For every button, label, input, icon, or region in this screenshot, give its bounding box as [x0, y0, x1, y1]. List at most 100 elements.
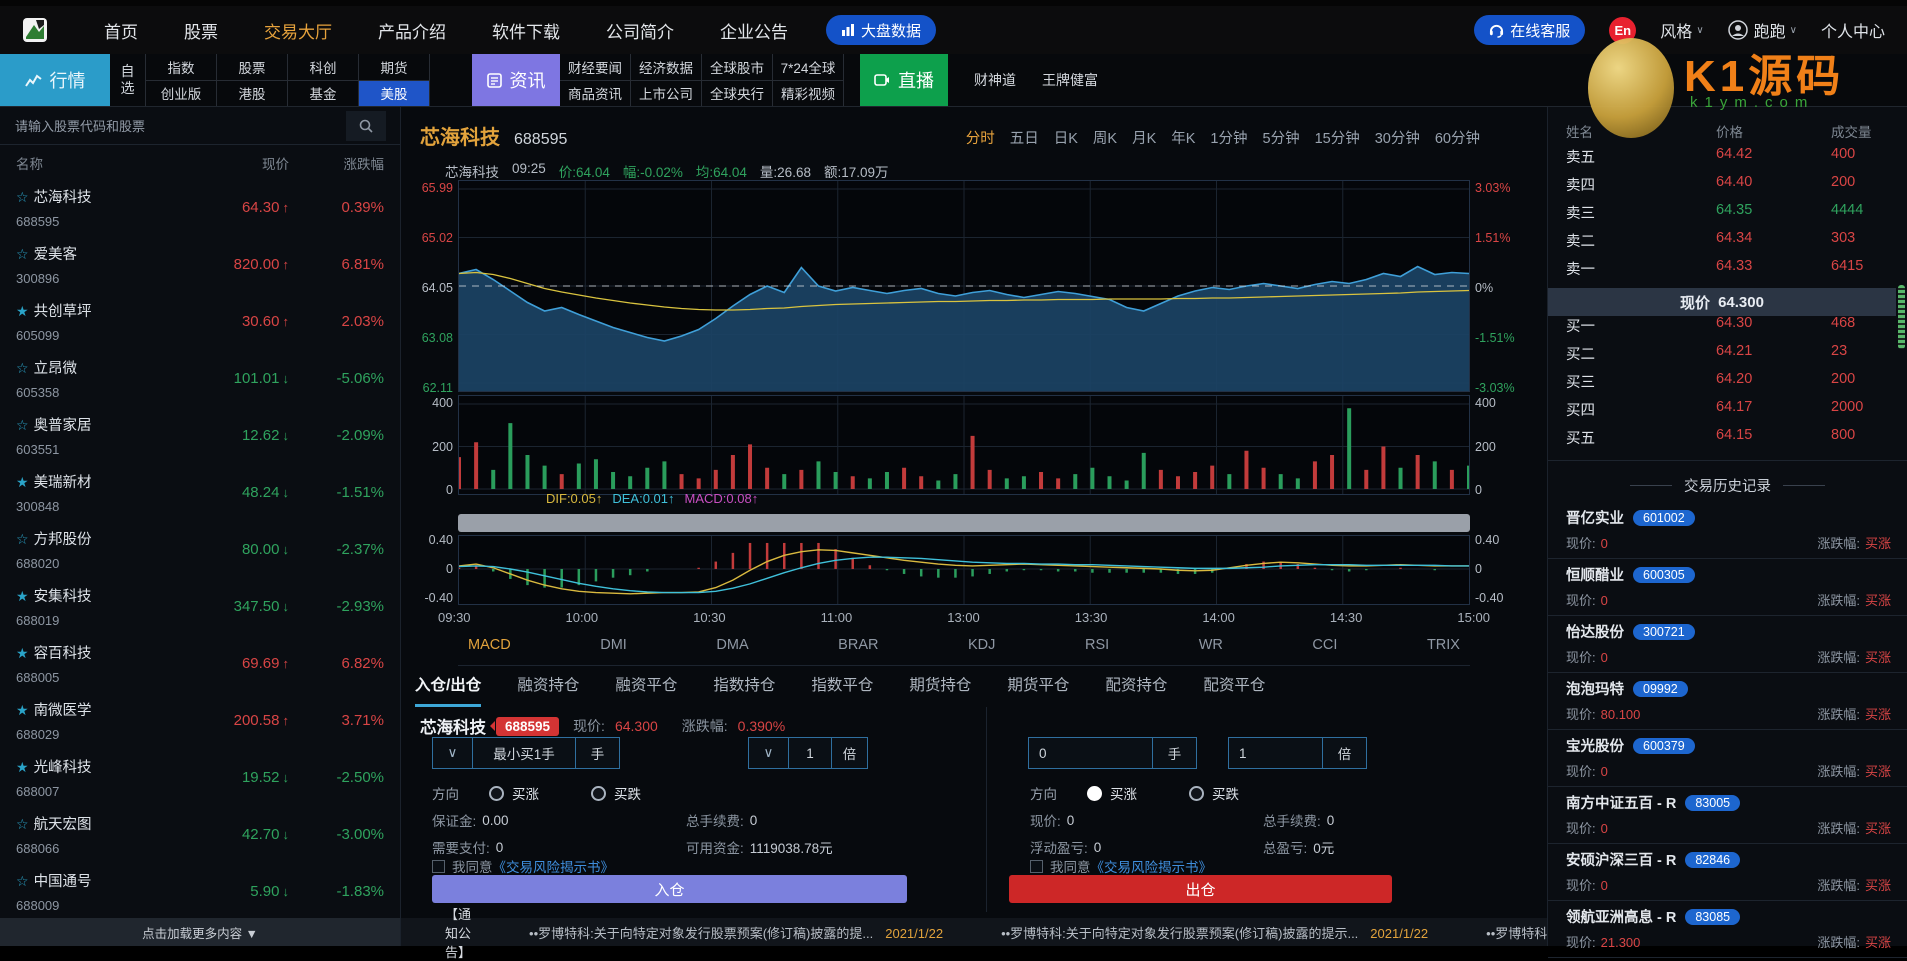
open-position-button[interactable]: 入仓	[432, 875, 907, 903]
timeframe-tab[interactable]: 年K	[1171, 131, 1196, 147]
language-toggle[interactable]: En	[1609, 16, 1637, 44]
ask-row[interactable]: 卖三 64.35 4444	[1548, 202, 1907, 230]
favorite-star-icon[interactable]: ★	[16, 645, 29, 661]
ask-row[interactable]: 卖五 64.42 400	[1548, 146, 1907, 174]
favorite-star-icon[interactable]: ☆	[16, 360, 29, 376]
trade-tab[interactable]: 指数持仓	[713, 677, 776, 694]
favorite-star-icon[interactable]: ☆	[16, 246, 29, 262]
favorite-star-icon[interactable]: ☆	[16, 417, 29, 433]
trade-tab[interactable]: 配资持仓	[1105, 677, 1168, 694]
market-tab[interactable]: 科创	[288, 54, 358, 81]
news-tab[interactable]: 经济数据	[631, 54, 701, 81]
market-tab[interactable]: 基金	[309, 87, 337, 103]
bid-row[interactable]: 买五 64.15 800	[1548, 427, 1907, 455]
stock-row[interactable]: ★ 共创草坪 605099 30.60 ↑ 2.03%	[0, 293, 400, 350]
stock-row[interactable]: ☆ 奥普家居 603551 12.62 ↓ -2.09%	[0, 407, 400, 464]
ask-row[interactable]: 卖二 64.34 303	[1548, 230, 1907, 258]
history-record[interactable]: 南方中证五百 - R 83005 现价: 0 涨跌幅: 买涨	[1548, 787, 1907, 844]
volume-pane[interactable]	[458, 395, 1470, 495]
trade-tab[interactable]: 配资平仓	[1203, 677, 1266, 694]
indicator-tab[interactable]: KDJ	[968, 637, 996, 653]
wangpai-link[interactable]: 王牌健富	[1042, 72, 1098, 88]
news-tab[interactable]: 7*24全球	[773, 54, 843, 81]
qty-input[interactable]: 最小买1手	[472, 737, 576, 769]
nav-item[interactable]: 软件下载	[492, 22, 560, 42]
stock-row[interactable]: ☆ 芯海科技 688595 64.30 ↑ 0.39%	[0, 179, 400, 236]
stock-row[interactable]: ★ 安集科技 688019 347.50 ↓ -2.93%	[0, 578, 400, 635]
indicator-tab[interactable]: WR	[1198, 637, 1223, 653]
online-service-button[interactable]: 在线客服	[1474, 15, 1586, 45]
indicator-tab[interactable]: TRIX	[1426, 637, 1460, 653]
trade-tab[interactable]: 融资持仓	[517, 677, 580, 694]
stock-row[interactable]: ☆ 中国通号 688009 5.90 ↓ -1.83%	[0, 863, 400, 920]
timeframe-tab[interactable]: 周K	[1092, 131, 1118, 147]
timeframe-tab[interactable]: 日K	[1053, 131, 1078, 147]
news-button[interactable]: 资讯	[472, 54, 560, 106]
stock-row[interactable]: ☆ 立昂微 605358 101.01 ↓ -5.06%	[0, 350, 400, 407]
quotes-button[interactable]: 行情	[0, 54, 110, 106]
market-tab[interactable]: 期货	[359, 54, 429, 81]
history-record[interactable]: 泡泡玛特 09992 现价: 80.100 涨跌幅: 买涨	[1548, 673, 1907, 730]
bid-row[interactable]: 买二 64.21 23	[1548, 343, 1907, 371]
favorite-star-icon[interactable]: ★	[16, 702, 29, 718]
personal-center-link[interactable]: 个人中心	[1820, 24, 1885, 41]
timeframe-tab[interactable]: 5分钟	[1262, 131, 1300, 147]
style-menu[interactable]: 风格 ∨	[1660, 18, 1703, 42]
stock-row[interactable]: ★ 南微医学 688029 200.58 ↑ 3.71%	[0, 692, 400, 749]
timeframe-tab[interactable]: 30分钟	[1374, 131, 1420, 147]
buy-down-radio[interactable]	[591, 785, 606, 801]
stock-row[interactable]: ★ 容百科技 688005 69.69 ↑ 6.82%	[0, 635, 400, 692]
market-tab[interactable]: 美股	[359, 80, 429, 106]
indicator-tab[interactable]: DMA	[716, 637, 749, 653]
history-record[interactable]: 晋亿实业 601002 现价: 0 涨跌幅: 买涨	[1548, 502, 1907, 559]
history-record[interactable]: 领航亚洲高息 - R 83085 现价: 21.300 涨跌幅: 买涨	[1548, 901, 1907, 958]
close-qty-input[interactable]: 0	[1028, 737, 1153, 769]
stock-row[interactable]: ★ 美瑞新材 300848 48.24 ↓ -1.51%	[0, 464, 400, 521]
stock-row[interactable]: ☆ 爱美客 300896 820.00 ↑ 6.81%	[0, 236, 400, 293]
trade-tab[interactable]: 入仓/出仓	[415, 673, 482, 707]
nav-item[interactable]: 公司简介	[606, 22, 674, 42]
panel-scrollbar[interactable]	[1898, 285, 1905, 349]
ask-row[interactable]: 卖一 64.33 6415	[1548, 258, 1907, 286]
bid-row[interactable]: 买一 64.30 468	[1548, 315, 1907, 343]
self-select-tab[interactable]: 自 选	[110, 54, 146, 106]
favorite-star-icon[interactable]: ☆	[16, 873, 29, 889]
indicator-tab[interactable]: BRAR	[838, 637, 879, 653]
news-tab[interactable]: 全球央行	[710, 87, 764, 103]
timeframe-tab[interactable]: 1分钟	[1210, 131, 1248, 147]
nav-item[interactable]: 股票	[184, 22, 218, 42]
indicator-tab[interactable]: MACD	[468, 637, 511, 653]
bid-row[interactable]: 买三 64.20 200	[1548, 371, 1907, 399]
horizontal-scrollbar[interactable]	[458, 514, 1470, 532]
close-buy-down-radio[interactable]	[1189, 785, 1204, 801]
favorite-star-icon[interactable]: ☆	[16, 531, 29, 547]
timeframe-tab[interactable]: 60分钟	[1434, 131, 1480, 147]
search-button[interactable]	[346, 111, 386, 141]
load-more-button[interactable]: 点击加载更多内容 ▼	[0, 918, 400, 946]
notice-item[interactable]: ••罗博特科:关于向特定对象发行股票预案(修订稿)披露的提示... 2021/1/…	[1001, 923, 1428, 942]
agree-checkbox[interactable]	[432, 859, 445, 873]
buy-up-radio[interactable]	[489, 785, 504, 801]
risk-agreement-link[interactable]: 《交易风险揭示书》	[492, 860, 615, 875]
price-chart-pane[interactable]	[458, 180, 1470, 392]
close-leverage-input[interactable]: 1	[1228, 737, 1323, 769]
timeframe-tab[interactable]: 15分钟	[1314, 131, 1360, 147]
favorite-star-icon[interactable]: ☆	[16, 816, 29, 832]
indicator-tab[interactable]: DMI	[600, 637, 627, 653]
close-position-button[interactable]: 出仓	[1009, 875, 1392, 903]
market-tab[interactable]: 指数	[146, 54, 216, 81]
bid-row[interactable]: 买四 64.17 2000	[1548, 399, 1907, 427]
leverage-dropdown-button[interactable]: ∨	[748, 737, 788, 769]
timeframe-tab[interactable]: 五日	[1009, 131, 1039, 147]
trade-tab[interactable]: 指数平仓	[811, 677, 874, 694]
stock-row[interactable]: ☆ 航天宏图 688066 42.70 ↓ -3.00%	[0, 806, 400, 863]
trade-tab[interactable]: 期货持仓	[909, 677, 972, 694]
nav-item[interactable]: 产品介绍	[378, 22, 446, 42]
history-record[interactable]: 宝光股份 600379 现价: 0 涨跌幅: 买涨	[1548, 730, 1907, 787]
favorite-star-icon[interactable]: ★	[16, 303, 29, 319]
news-tab[interactable]: 精彩视频	[781, 87, 835, 103]
caishendao-link[interactable]: 财神道	[974, 72, 1016, 88]
risk-agreement-link[interactable]: 《交易风险揭示书》	[1090, 860, 1213, 875]
favorite-star-icon[interactable]: ★	[16, 588, 29, 604]
history-record[interactable]: 怡达股份 300721 现价: 0 涨跌幅: 买涨	[1548, 616, 1907, 673]
